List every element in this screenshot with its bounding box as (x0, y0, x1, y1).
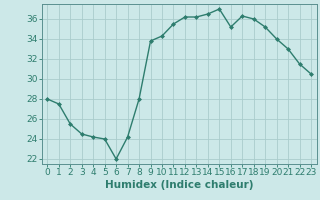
X-axis label: Humidex (Indice chaleur): Humidex (Indice chaleur) (105, 180, 253, 190)
